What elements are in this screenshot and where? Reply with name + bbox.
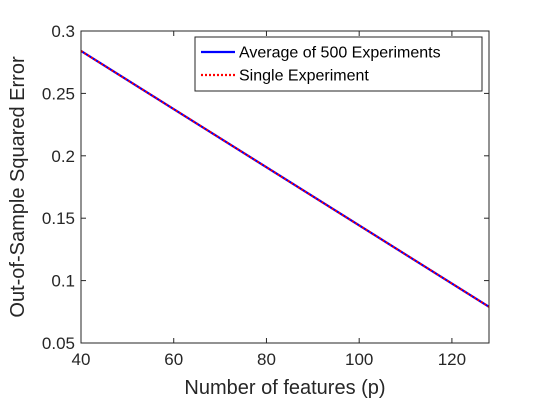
- series-line-2: [81, 50, 489, 308]
- y-axis-label: Out-of-Sample Squared Error: [7, 56, 29, 318]
- y-tick-label: 0.25: [42, 84, 75, 103]
- x-tick-label: 120: [438, 350, 466, 369]
- legend-label-1: Average of 500 Experiments: [239, 45, 441, 62]
- y-tick-label: 0.1: [51, 272, 75, 291]
- y-tick-label: 0.15: [42, 209, 75, 228]
- y-tick-label: 0.3: [51, 22, 75, 41]
- axes-layer: 40 60 80 100 120 0.05 0.1 0.15 0.2 0.25 0.3: [42, 22, 490, 369]
- legend: Average of 500 Experiments Single Experim…: [194, 36, 483, 92]
- legend-label-2: Single Experiment: [239, 68, 369, 85]
- legend-box: [194, 36, 483, 92]
- x-tick-label: 40: [72, 350, 91, 369]
- series-layer: [81, 50, 489, 308]
- axes-box: [80, 30, 490, 344]
- y-tick-label: 0.2: [51, 147, 75, 166]
- x-axis-label: Number of features (p): [184, 377, 385, 399]
- y-tick-label: 0.05: [42, 334, 75, 353]
- x-tick-label: 60: [164, 350, 183, 369]
- x-tick-label: 80: [257, 350, 276, 369]
- x-tick-label: 100: [345, 350, 373, 369]
